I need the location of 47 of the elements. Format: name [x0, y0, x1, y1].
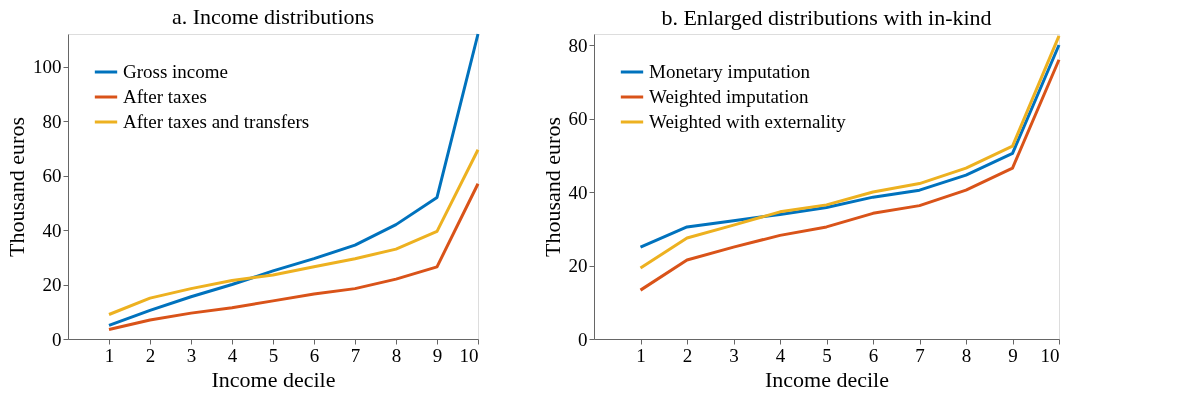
y-axis-title: Thousand euros: [539, 117, 565, 257]
x-tick-label: 5: [268, 344, 279, 366]
legend-label: After taxes: [123, 86, 207, 107]
x-tick-label: 9: [1008, 344, 1018, 366]
x-tick-label: 4: [775, 344, 786, 366]
x-tick-label: 2: [682, 344, 693, 366]
legend-label: Weighted with externality: [649, 111, 847, 132]
y-tick-label: 40: [568, 181, 588, 203]
y-tick-label: 20: [42, 274, 62, 296]
x-tick-label: 8: [961, 344, 972, 366]
x-axis-title: Income decile: [765, 366, 889, 392]
x-tick-label: 5: [822, 344, 832, 366]
y-tick-label: 60: [568, 108, 588, 130]
y-tick-label: 80: [42, 110, 62, 132]
x-tick-label: 4: [227, 344, 238, 366]
x-tick-label: 10: [1040, 344, 1060, 366]
line-series: [107, 182, 480, 331]
y-tick-label: 20: [568, 255, 588, 277]
y-tick-label: 40: [42, 219, 62, 241]
line-series: [107, 148, 480, 316]
x-tick-label: 1: [636, 344, 646, 366]
line-series: [107, 32, 480, 327]
line-series: [639, 58, 1061, 292]
x-tick-label: 2: [145, 344, 156, 366]
y-axis-title: Thousand euros: [4, 117, 29, 257]
x-axis-title: Income decile: [211, 366, 336, 392]
x-tick-label: 3: [186, 344, 197, 366]
y-tick-label: 0: [578, 328, 588, 350]
legend-label: After taxes and transfers: [123, 111, 310, 132]
x-tick-label: 10: [459, 344, 479, 366]
x-tick-label: 3: [729, 344, 739, 366]
x-tick-label: 7: [350, 344, 361, 366]
legend-label: Gross income: [123, 61, 229, 82]
x-tick-label: 6: [868, 344, 879, 366]
legend-label: Monetary imputation: [649, 61, 811, 82]
y-tick-label: 100: [33, 56, 62, 78]
y-tick-label: 60: [42, 165, 62, 187]
x-tick-label: 9: [432, 344, 443, 366]
y-tick-label: 0: [52, 328, 62, 350]
legend-label: Weighted imputation: [649, 86, 809, 107]
x-tick-label: 8: [391, 344, 402, 366]
chart-title: b. Enlarged distributions with in-kind: [661, 5, 992, 30]
x-tick-label: 1: [104, 344, 115, 366]
chart-title: a. Income distributions: [171, 3, 375, 29]
y-tick-label: 80: [568, 34, 588, 56]
x-tick-label: 7: [915, 344, 925, 366]
x-tick-label: 6: [309, 344, 320, 366]
